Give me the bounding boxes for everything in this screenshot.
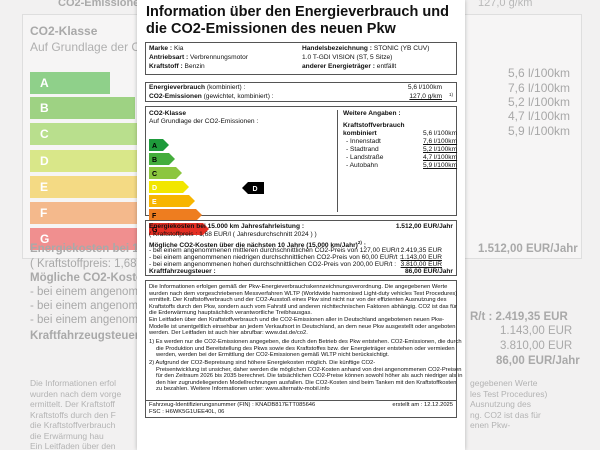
costs-line3: Mögliche CO2-Kosten über die nächsten 10…	[149, 242, 358, 250]
kv-row-value: 5,9 l/100km	[423, 162, 458, 169]
costs-line1: Energiekosten bei 15.000 km Jahresfahrle…	[149, 223, 305, 230]
costs-row-value: 3.810,00 EUR	[400, 261, 442, 268]
class-letter-a: A	[152, 143, 157, 150]
marke-value: Kia	[173, 45, 184, 52]
footnote-1: 1) Es werden nur die CO2-Emissionen ange…	[149, 339, 462, 359]
footnote-2: 2) Aufgrund der CO2-Bepreisung sind höhe…	[149, 360, 463, 393]
bg-paragraph-left: Die Informationen erfol wurden nach dem v…	[30, 378, 122, 450]
antrieb-label: Antriebsart :	[149, 54, 189, 61]
costs-footnote-ref: 2)	[357, 240, 362, 245]
fin-line: Fahrzeug-Identifizierungsnummer (FIN) : …	[149, 402, 316, 408]
bg-class-bar-a: A	[30, 72, 110, 94]
class-bar-g: G	[149, 223, 209, 235]
energietraeger-label: anderer Energieträger :	[302, 63, 375, 70]
energy-label-card: Information über den Energieverbrauch un…	[137, 0, 465, 450]
co2-label: CO2-Emissionen	[149, 93, 202, 100]
co2-value: 127,0 g/km	[409, 93, 442, 100]
kraftstoff-value: Benzin	[184, 63, 205, 70]
kv-kombiniert-label: kombiniert	[343, 130, 377, 137]
bg-cost-value: 1.512,00 EUR/Jahr	[478, 243, 578, 255]
klasse-title: CO2-Klasse	[149, 110, 187, 117]
kv-row-label: - Autobahn	[346, 162, 378, 169]
bg-klasse-title: CO2-Klasse	[30, 24, 98, 38]
fsc-line: FSC : H6WK5G1UEE40L, 06	[149, 409, 225, 415]
kraftstoff-label: Kraftstoff :	[149, 63, 183, 70]
costs-row-label: - bei einem angenommenen niedrigen durch…	[149, 254, 402, 261]
bg-co2-value: 127,0 g/km	[478, 0, 533, 9]
ev-label: Energieverbrauch	[149, 84, 206, 91]
class-bar-d: D	[149, 181, 189, 193]
consumption-box: Energieverbrauch (kombiniert) : 5,6 l/10…	[145, 82, 457, 102]
co2-class-box: CO2-Klasse Auf Grundlage der CO2-Emissio…	[145, 106, 458, 235]
current-class-letter: D	[252, 186, 257, 193]
info-box: Die Informationen erfolgen gemäß der Pkw…	[145, 280, 462, 418]
bg-value: 5,2 l/100km	[508, 95, 571, 109]
klasse-subtitle: Auf Grundlage der CO2-Emissionen :	[149, 118, 259, 125]
bg-cost-value: R/t : 2.419,35 EUR	[470, 311, 568, 323]
steuer-label: Kraftfahrzeugsteuer :	[149, 268, 216, 275]
info-paragraph: Die Informationen erfolgen gemäß der Pkw…	[149, 284, 458, 337]
ev-value: 5,6 l/100km	[407, 84, 442, 91]
class-letter-g: G	[152, 227, 158, 234]
bg-cost-value: 1.143,00 EUR	[500, 325, 573, 337]
weitere-title: Weitere Angaben :	[343, 110, 401, 117]
bg-value: 4,7 l/100km	[508, 109, 571, 123]
class-letter-b: B	[152, 157, 157, 164]
kv-row-value: 7,6 l/100km	[423, 138, 458, 145]
class-letter-e: E	[152, 199, 157, 206]
kv-row-label: - Landstraße	[346, 154, 384, 161]
costs-row-label: - bei einem angenommenen hohen durchschn…	[149, 261, 397, 268]
bg-co2-heading: CO2-Emissionen	[58, 0, 147, 9]
costs-line2: ( Kraftstoffpreis : 1,68 EUR/l ( Jahresd…	[149, 231, 317, 238]
bg-cost-value: 86,00 EUR/Jahr	[496, 355, 580, 367]
handel-label: Handelsbezeichnung :	[302, 45, 372, 52]
class-letter-f: F	[152, 213, 157, 220]
costs-row-label: - bei einem angenommenen mittleren durch…	[149, 247, 403, 254]
costs-line1-value: 1.512,00 EUR/Jahr	[395, 223, 453, 230]
bg-value: 5,6 l/100km	[508, 66, 571, 80]
costs-row-value: 2.419,35 EUR	[400, 247, 442, 254]
costs-box: Energiekosten bei 15.000 km Jahresfahrle…	[145, 220, 457, 276]
co2-suffix: (gewichtet, kombiniert) :	[203, 93, 274, 100]
kv-kombiniert-value: 5,6 l/100km	[423, 130, 458, 137]
costs-row-value: 1.143,00 EUR	[400, 254, 442, 261]
class-bar-c: C	[149, 167, 182, 179]
energietraeger-value: entfällt	[376, 63, 397, 70]
bg-cost-value: 3.810,00 EUR	[500, 340, 573, 352]
vehicle-info-box: Marke : Kia Antriebsart : Verbrennungsmo…	[145, 42, 457, 75]
bg-value: 5,9 l/100km	[508, 124, 571, 138]
bg-class-bar-b: B	[30, 97, 135, 119]
column-divider	[337, 110, 338, 212]
antrieb-value: Verbrennungsmotor	[190, 54, 248, 61]
bg-class-bar-c: C	[30, 123, 170, 145]
label-title: Information über den Energieverbrauch un…	[146, 4, 449, 37]
kv-title: Kraftstoffverbrauch	[343, 122, 405, 129]
class-bar-e: E	[149, 195, 195, 207]
steuer-value: 86,00 EUR/Jahr	[404, 268, 453, 275]
bg-cost-line: Mögliche CO2-Kosten	[30, 272, 150, 284]
bg-value: 7,6 l/100km	[508, 81, 571, 95]
marke-label: Marke :	[149, 45, 173, 52]
class-letter-c: C	[152, 171, 157, 178]
erstellt-line: erstellt am : 12.12.2025	[392, 402, 453, 408]
ev-suffix: (kombiniert) :	[206, 84, 246, 91]
bg-paragraph-right: gegebenen Werte les Test Procedures) Ausnu…	[470, 378, 548, 430]
class-bar-a: A	[149, 139, 169, 151]
modell-value: 1.0 T-GDI VISION (ST, 5 Sitze)	[302, 54, 393, 61]
kv-row-value: 4,7 l/100km	[423, 154, 458, 161]
kv-row-label: - Innenstadt	[346, 138, 381, 145]
handel-value: STONIC (YB CUV)	[373, 45, 430, 52]
co2-footnote-ref: 1)	[448, 92, 453, 97]
bg-cost-line: Kraftfahrzeugsteuer	[30, 330, 140, 342]
current-class-marker: D	[242, 181, 264, 199]
class-bar-b: B	[149, 153, 175, 165]
class-letter-d: D	[152, 185, 157, 192]
kv-row-label: - Stadtrand	[346, 146, 379, 153]
kv-row-value: 5,2 l/100km	[423, 146, 458, 153]
bg-cost-line: ( Kraftstoffpreis: 1,68	[30, 258, 137, 270]
class-bar-f: F	[149, 209, 202, 221]
